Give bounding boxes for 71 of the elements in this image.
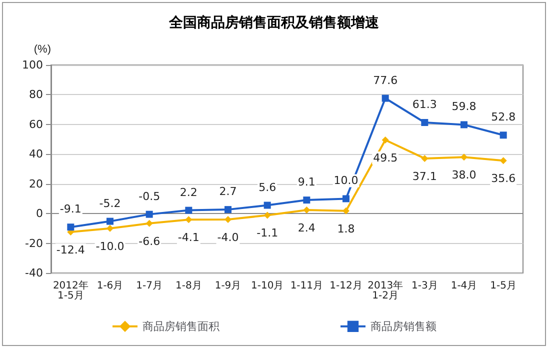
y-tick-label: -20: [25, 236, 43, 250]
x-tick-label: 2013年 1-2月: [368, 280, 404, 302]
data-label: 35.6: [491, 172, 516, 186]
point: [421, 118, 428, 126]
data-label: 49.5: [373, 152, 398, 165]
data-label: 5.6: [258, 180, 276, 194]
data-label: 61.3: [412, 98, 437, 111]
x-tick-label: 1-7月: [136, 280, 163, 292]
x-tick-label: 1-4月: [450, 280, 478, 292]
data-label: -4.1: [178, 231, 200, 244]
chart-title: 全国商品房销售面积及销售额增速: [168, 14, 380, 31]
y-tick-label: 0: [36, 207, 43, 220]
y-tick-label: 80: [29, 88, 43, 102]
point: [342, 195, 350, 202]
point: [106, 224, 114, 232]
y-tick-label: 60: [29, 118, 43, 131]
y-tick-label: -40: [25, 266, 43, 280]
data-label: 52.8: [491, 110, 516, 124]
point: [382, 94, 389, 102]
x-tick-label: 1-12月: [330, 280, 362, 292]
y-axis-title: (%): [34, 44, 51, 56]
legend-label: 商品房销售额: [370, 320, 436, 333]
data-label: 2.4: [298, 222, 316, 235]
y-tick-label: 100: [22, 58, 43, 72]
data-label: 38.0: [452, 168, 476, 182]
point: [382, 136, 389, 144]
point: [146, 210, 153, 218]
point: [264, 212, 271, 219]
point: [185, 206, 192, 214]
x-tick-label: 1-3月: [411, 280, 438, 292]
data-label: 77.6: [373, 74, 398, 87]
data-label: 9.1: [298, 176, 316, 189]
data-label: 59.8: [452, 100, 476, 114]
point: [342, 207, 350, 214]
data-label: -6.6: [138, 234, 160, 248]
data-label: -10.0: [96, 240, 124, 253]
data-label: 1.8: [337, 222, 355, 236]
data-label: 37.1: [412, 170, 437, 183]
point: [224, 216, 232, 224]
data-label: 2.2: [180, 186, 198, 199]
data-label: -9.1: [60, 202, 82, 216]
point: [146, 220, 153, 227]
x-tick-label: 1-5月: [490, 280, 517, 292]
legend-label: 商品房销售面积: [142, 320, 220, 333]
point: [460, 121, 468, 128]
data-label: -5.2: [99, 196, 121, 210]
point: [421, 154, 428, 162]
data-label: -4.0: [217, 231, 239, 244]
x-tick-label: 1-10月: [250, 280, 284, 292]
data-label: -0.5: [138, 190, 160, 203]
x-tick-label: 2012年 1-5月: [52, 280, 88, 302]
x-tick-label: 1-9月: [214, 280, 242, 292]
x-tick-label: 1-11月: [290, 280, 324, 292]
point: [303, 206, 310, 214]
x-tick-label: 1-8月: [175, 280, 202, 292]
point: [106, 218, 114, 225]
point: [460, 154, 468, 161]
data-label: 10.0: [334, 174, 358, 188]
point: [185, 216, 192, 224]
data-label: -12.4: [56, 243, 85, 256]
point: [500, 132, 507, 139]
y-tick-label: 20: [29, 177, 43, 190]
data-label: 2.7: [219, 185, 237, 198]
data-label: -1.1: [256, 226, 278, 240]
point: [303, 196, 310, 204]
x-tick-label: 1-6月: [96, 280, 124, 292]
point: [67, 224, 74, 231]
y-tick-label: 40: [29, 148, 43, 161]
point: [264, 202, 271, 209]
point: [224, 206, 232, 214]
point: [500, 157, 507, 164]
